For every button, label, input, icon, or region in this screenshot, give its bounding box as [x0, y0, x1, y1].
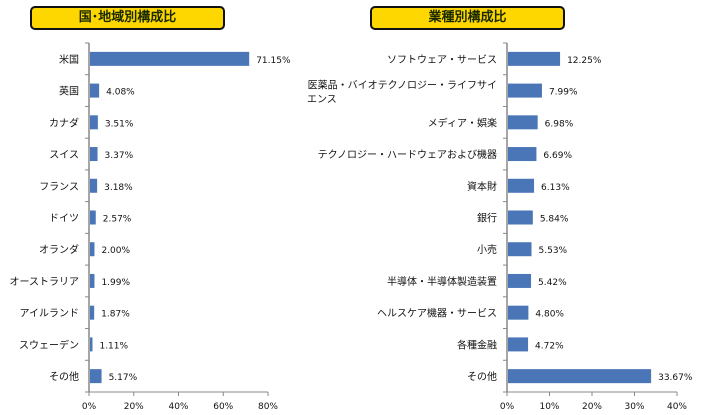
sector-x-tick-label: 40% [667, 402, 687, 412]
region-chart-title: 国･地域別構成比 [30, 6, 225, 30]
region-bar [90, 273, 95, 288]
region-bar [90, 305, 95, 320]
sector-bar [508, 273, 532, 288]
sector-bar [508, 337, 529, 352]
region-bar [90, 51, 250, 66]
sector-value-label: 5.53% [539, 246, 568, 256]
region-category-label: 英国 [59, 85, 79, 98]
sector-bar [508, 305, 529, 320]
region-x-tick-label: 20% [124, 402, 144, 412]
sector-bar [508, 369, 652, 384]
region-bar [90, 147, 98, 162]
region-category-label: 米国 [59, 53, 79, 66]
sector-category-label: ヘルスケア機器・サービス [377, 307, 497, 320]
sector-value-label: 6.69% [543, 151, 572, 161]
sector-category-label: メディア・娯楽 [428, 116, 497, 129]
region-x-tick-label: 0% [82, 402, 97, 412]
region-category-label: その他 [49, 370, 79, 383]
sector-value-label: 12.25% [567, 56, 602, 66]
sector-bar [508, 51, 561, 66]
sector-x-tick-label: 0% [500, 402, 515, 412]
region-x-tick-label: 60% [213, 402, 233, 412]
sector-category-label: 各種金融 [457, 338, 497, 351]
sector-value-label: 4.80% [535, 310, 564, 320]
sector-bar [508, 178, 535, 193]
region-bar [90, 242, 95, 257]
region-value-label: 1.99% [101, 278, 130, 288]
region-value-label: 3.51% [105, 119, 134, 129]
sector-value-label: 7.99% [549, 88, 578, 98]
region-value-label: 3.37% [105, 151, 134, 161]
sector-value-label: 5.84% [540, 215, 569, 225]
sector-value-label: 6.13% [541, 183, 570, 193]
region-value-label: 1.87% [101, 310, 130, 320]
region-category-label: フランス [39, 181, 79, 193]
sector-category-label: 資本財 [467, 180, 497, 193]
sector-x-tick-label: 10% [539, 402, 559, 412]
region-bar [90, 115, 98, 130]
region-category-label: アイルランド [20, 308, 80, 320]
region-category-label: オランダ [39, 243, 79, 256]
sector-value-label: 5.42% [538, 278, 567, 288]
sector-x-tick-label: 20% [582, 402, 602, 412]
region-x-tick-label: 80% [258, 402, 278, 412]
sector-bar [508, 83, 542, 98]
region-value-label: 4.08% [106, 88, 135, 98]
sector-category-label: テクノロジー・ハードウェアおよび機器 [318, 148, 497, 161]
sector-category-label: その他 [467, 370, 497, 383]
region-value-label: 71.15% [256, 56, 291, 66]
sector-bar [508, 242, 532, 257]
sector-value-label: 4.72% [535, 341, 564, 351]
sector-value-label: 6.98% [545, 119, 574, 129]
region-value-label: 3.18% [104, 183, 133, 193]
region-value-label: 5.17% [109, 373, 138, 383]
region-bar [90, 178, 98, 193]
region-x-tick-label: 40% [168, 402, 188, 412]
sector-value-label: 33.67% [658, 373, 693, 383]
region-bar [90, 369, 102, 384]
sector-chart-title: 業種別構成比 [370, 6, 565, 30]
sector-bar [508, 210, 533, 225]
region-value-label: 2.00% [101, 246, 130, 256]
sector-category-label: ソフトウェア・サービス [387, 54, 497, 66]
region-category-label: スイス [49, 150, 79, 161]
sector-x-tick-label: 30% [624, 402, 644, 412]
sector-bar [508, 115, 538, 130]
region-category-label: スウェーデン [19, 338, 79, 351]
region-category-label: オーストラリア [10, 276, 80, 288]
sector-category-label: 小売 [477, 243, 497, 256]
sector-category-label: 銀行 [477, 212, 497, 225]
sector-category-label-cont: エンス [307, 95, 337, 106]
sector-category-label: 半導体・半導体製造装置 [387, 275, 497, 288]
region-category-label: ドイツ [49, 214, 79, 225]
sector-bar [508, 147, 537, 162]
region-bar [90, 337, 93, 352]
sector-category-label: 医薬品・バイオテクノロジー・ライフサイ [308, 80, 497, 92]
region-bar [90, 83, 100, 98]
region-category-label: カナダ [49, 116, 79, 129]
region-value-label: 1.11% [99, 341, 128, 351]
region-value-label: 2.57% [103, 215, 132, 225]
region-bar [90, 210, 96, 225]
